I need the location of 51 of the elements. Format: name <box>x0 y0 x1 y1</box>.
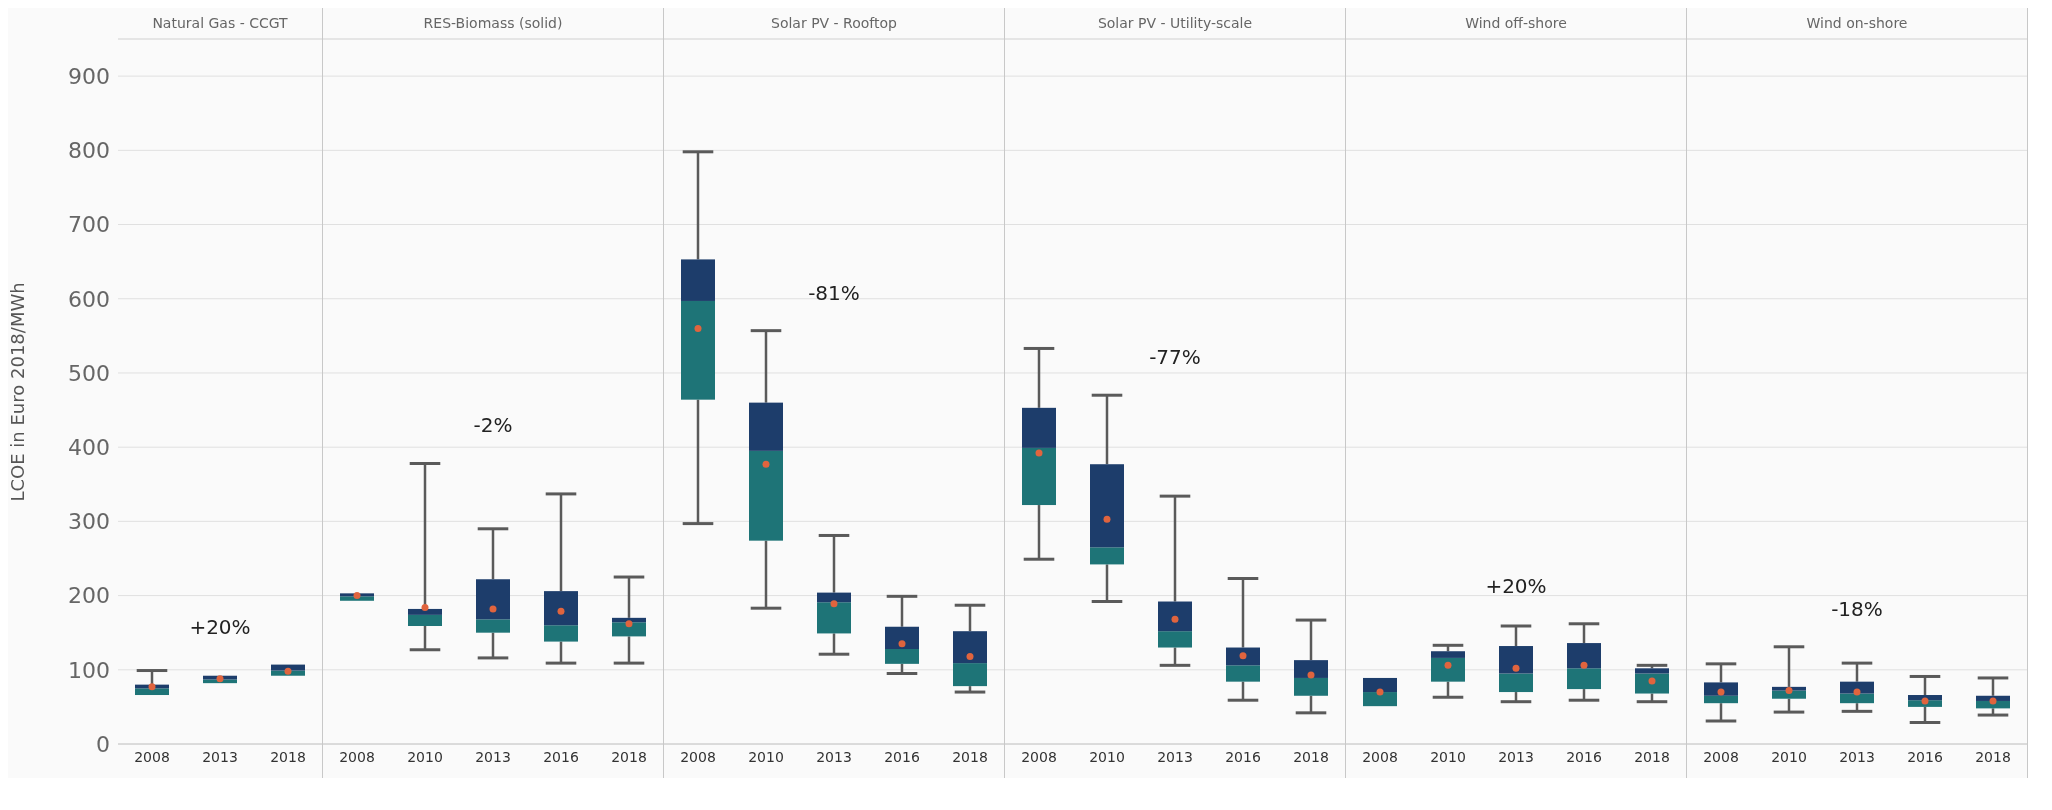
chart-title: Wind off-shore <box>1464 14 1568 33</box>
y-tick-label: 600 <box>68 286 110 312</box>
chart-title: RES-Biomass (solid) <box>422 14 564 33</box>
x-tick-label: 2013 <box>202 748 238 765</box>
chart-title: Solar PV - Rooftop <box>770 14 898 33</box>
x-tick-label: 2013 <box>475 748 511 765</box>
annotation: +20% <box>1484 573 1548 598</box>
x-tick-label: 2018 <box>952 748 988 765</box>
y-tick-label: 300 <box>68 509 110 535</box>
x-tick-label: 2008 <box>134 748 170 765</box>
x-tick-label: 2016 <box>1907 748 1943 765</box>
x-tick-label: 2008 <box>1703 748 1739 765</box>
y-tick-label: 400 <box>68 434 110 460</box>
x-tick-label: 2008 <box>1362 748 1398 765</box>
annotation: -18% <box>1830 596 1884 621</box>
annotation: -81% <box>807 280 861 305</box>
y-tick-label: 700 <box>68 212 110 238</box>
y-axis-title: LCOE in Euro 2018/MWh <box>7 282 29 502</box>
x-tick-label: 2013 <box>1157 748 1193 765</box>
y-tick-label: 900 <box>68 63 110 89</box>
y-tick-label: 500 <box>68 360 110 386</box>
x-tick-label: 2010 <box>748 748 784 765</box>
x-tick-label: 2016 <box>884 748 920 765</box>
x-tick-label: 2013 <box>816 748 852 765</box>
x-tick-label: 2010 <box>1771 748 1807 765</box>
y-tick-label: 0 <box>96 731 110 757</box>
x-tick-label: 2010 <box>1089 748 1125 765</box>
x-tick-label: 2016 <box>543 748 579 765</box>
x-tick-label: 2010 <box>407 748 443 765</box>
x-tick-label: 2013 <box>1839 748 1875 765</box>
x-tick-label: 2016 <box>1566 748 1602 765</box>
x-tick-label: 2008 <box>339 748 375 765</box>
x-tick-label: 2013 <box>1498 748 1534 765</box>
y-tick-label: 200 <box>68 583 110 609</box>
x-tick-label: 2008 <box>680 748 716 765</box>
x-tick-label: 2018 <box>1634 748 1670 765</box>
x-tick-label: 2016 <box>1225 748 1261 765</box>
x-tick-label: 2008 <box>1021 748 1057 765</box>
x-tick-label: 2018 <box>270 748 306 765</box>
chart-title: Natural Gas - CCGT <box>151 14 289 33</box>
chart-title: Solar PV - Utility-scale <box>1096 14 1254 33</box>
y-tick-label: 100 <box>68 657 110 683</box>
annotation: -2% <box>472 413 514 438</box>
x-tick-label: 2018 <box>1293 748 1329 765</box>
x-tick-label: 2018 <box>1975 748 2011 765</box>
x-tick-label: 2010 <box>1430 748 1466 765</box>
annotation: +20% <box>188 614 252 639</box>
chart-title: Wind on-shore <box>1805 14 1909 33</box>
y-tick-label: 800 <box>68 138 110 164</box>
x-tick-label: 2018 <box>611 748 647 765</box>
annotation: -77% <box>1148 345 1202 370</box>
